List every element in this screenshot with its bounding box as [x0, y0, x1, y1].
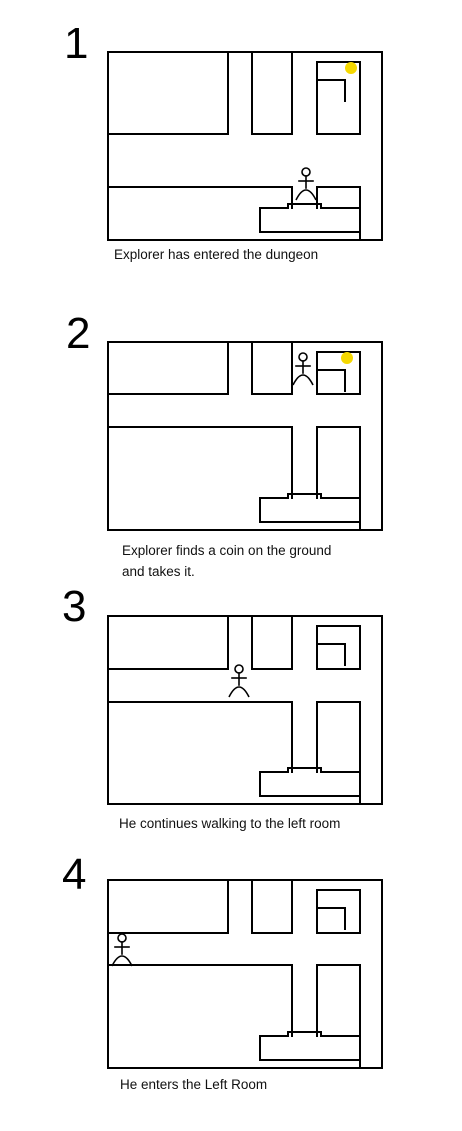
right-room-inner-wall: [317, 907, 346, 930]
right-room-inner-wall: [317, 79, 346, 102]
explorer-legs: [295, 189, 317, 201]
dungeon-map-panel-3: [107, 615, 383, 805]
explorer-head: [234, 664, 244, 674]
panel-4-caption-line-1: He enters the Left Room: [120, 1077, 268, 1092]
dungeon-map-panel-4: [107, 879, 383, 1069]
explorer-stick-figure: [295, 167, 317, 201]
panel-2-caption: Explorer finds a coin on the ground and …: [122, 540, 331, 582]
dungeon-frame: [107, 879, 383, 1069]
panel-1-caption-line-1: Explorer has entered the dungeon: [114, 247, 319, 262]
explorer-stick-figure: [292, 352, 314, 386]
dungeon-frame: [107, 51, 383, 241]
explorer-stick-figure: [111, 933, 133, 967]
dungeon-frame: [107, 341, 383, 531]
dungeon-map-panel-1: [107, 51, 383, 241]
dungeon-frame: [107, 615, 383, 805]
dungeon-map-panel-2: [107, 341, 383, 531]
explorer-legs: [292, 374, 314, 386]
panel-3-caption: He continues walking to the left room: [119, 813, 340, 834]
entrance-platform: [259, 203, 361, 233]
gold-coin: [345, 62, 357, 74]
right-room-inner-wall: [317, 369, 346, 392]
explorer-stick-figure: [228, 664, 250, 698]
right-room-inner-wall: [317, 643, 346, 666]
explorer-legs: [228, 686, 250, 698]
gold-coin: [341, 352, 353, 364]
explorer-legs: [111, 955, 133, 967]
panel-3-caption-line-1: He continues walking to the left room: [119, 816, 341, 831]
entrance-platform: [259, 493, 361, 523]
panel-2-number: 2: [66, 309, 91, 358]
entrance-platform: [259, 767, 361, 797]
panel-3-number: 3: [62, 582, 87, 631]
panel-4-caption: He enters the Left Room: [120, 1074, 267, 1095]
panel-2-caption-line-1: Explorer finds a coin on the ground: [122, 543, 332, 558]
explorer-head: [298, 352, 308, 362]
panel-1-number: 1: [64, 19, 89, 68]
explorer-head: [117, 933, 127, 943]
panel-2-caption-line-2: and takes it.: [122, 564, 195, 579]
entrance-platform: [259, 1031, 361, 1061]
panel-1-caption: Explorer has entered the dungeon: [114, 244, 318, 265]
panel-4-number: 4: [62, 850, 87, 899]
explorer-head: [301, 167, 311, 177]
